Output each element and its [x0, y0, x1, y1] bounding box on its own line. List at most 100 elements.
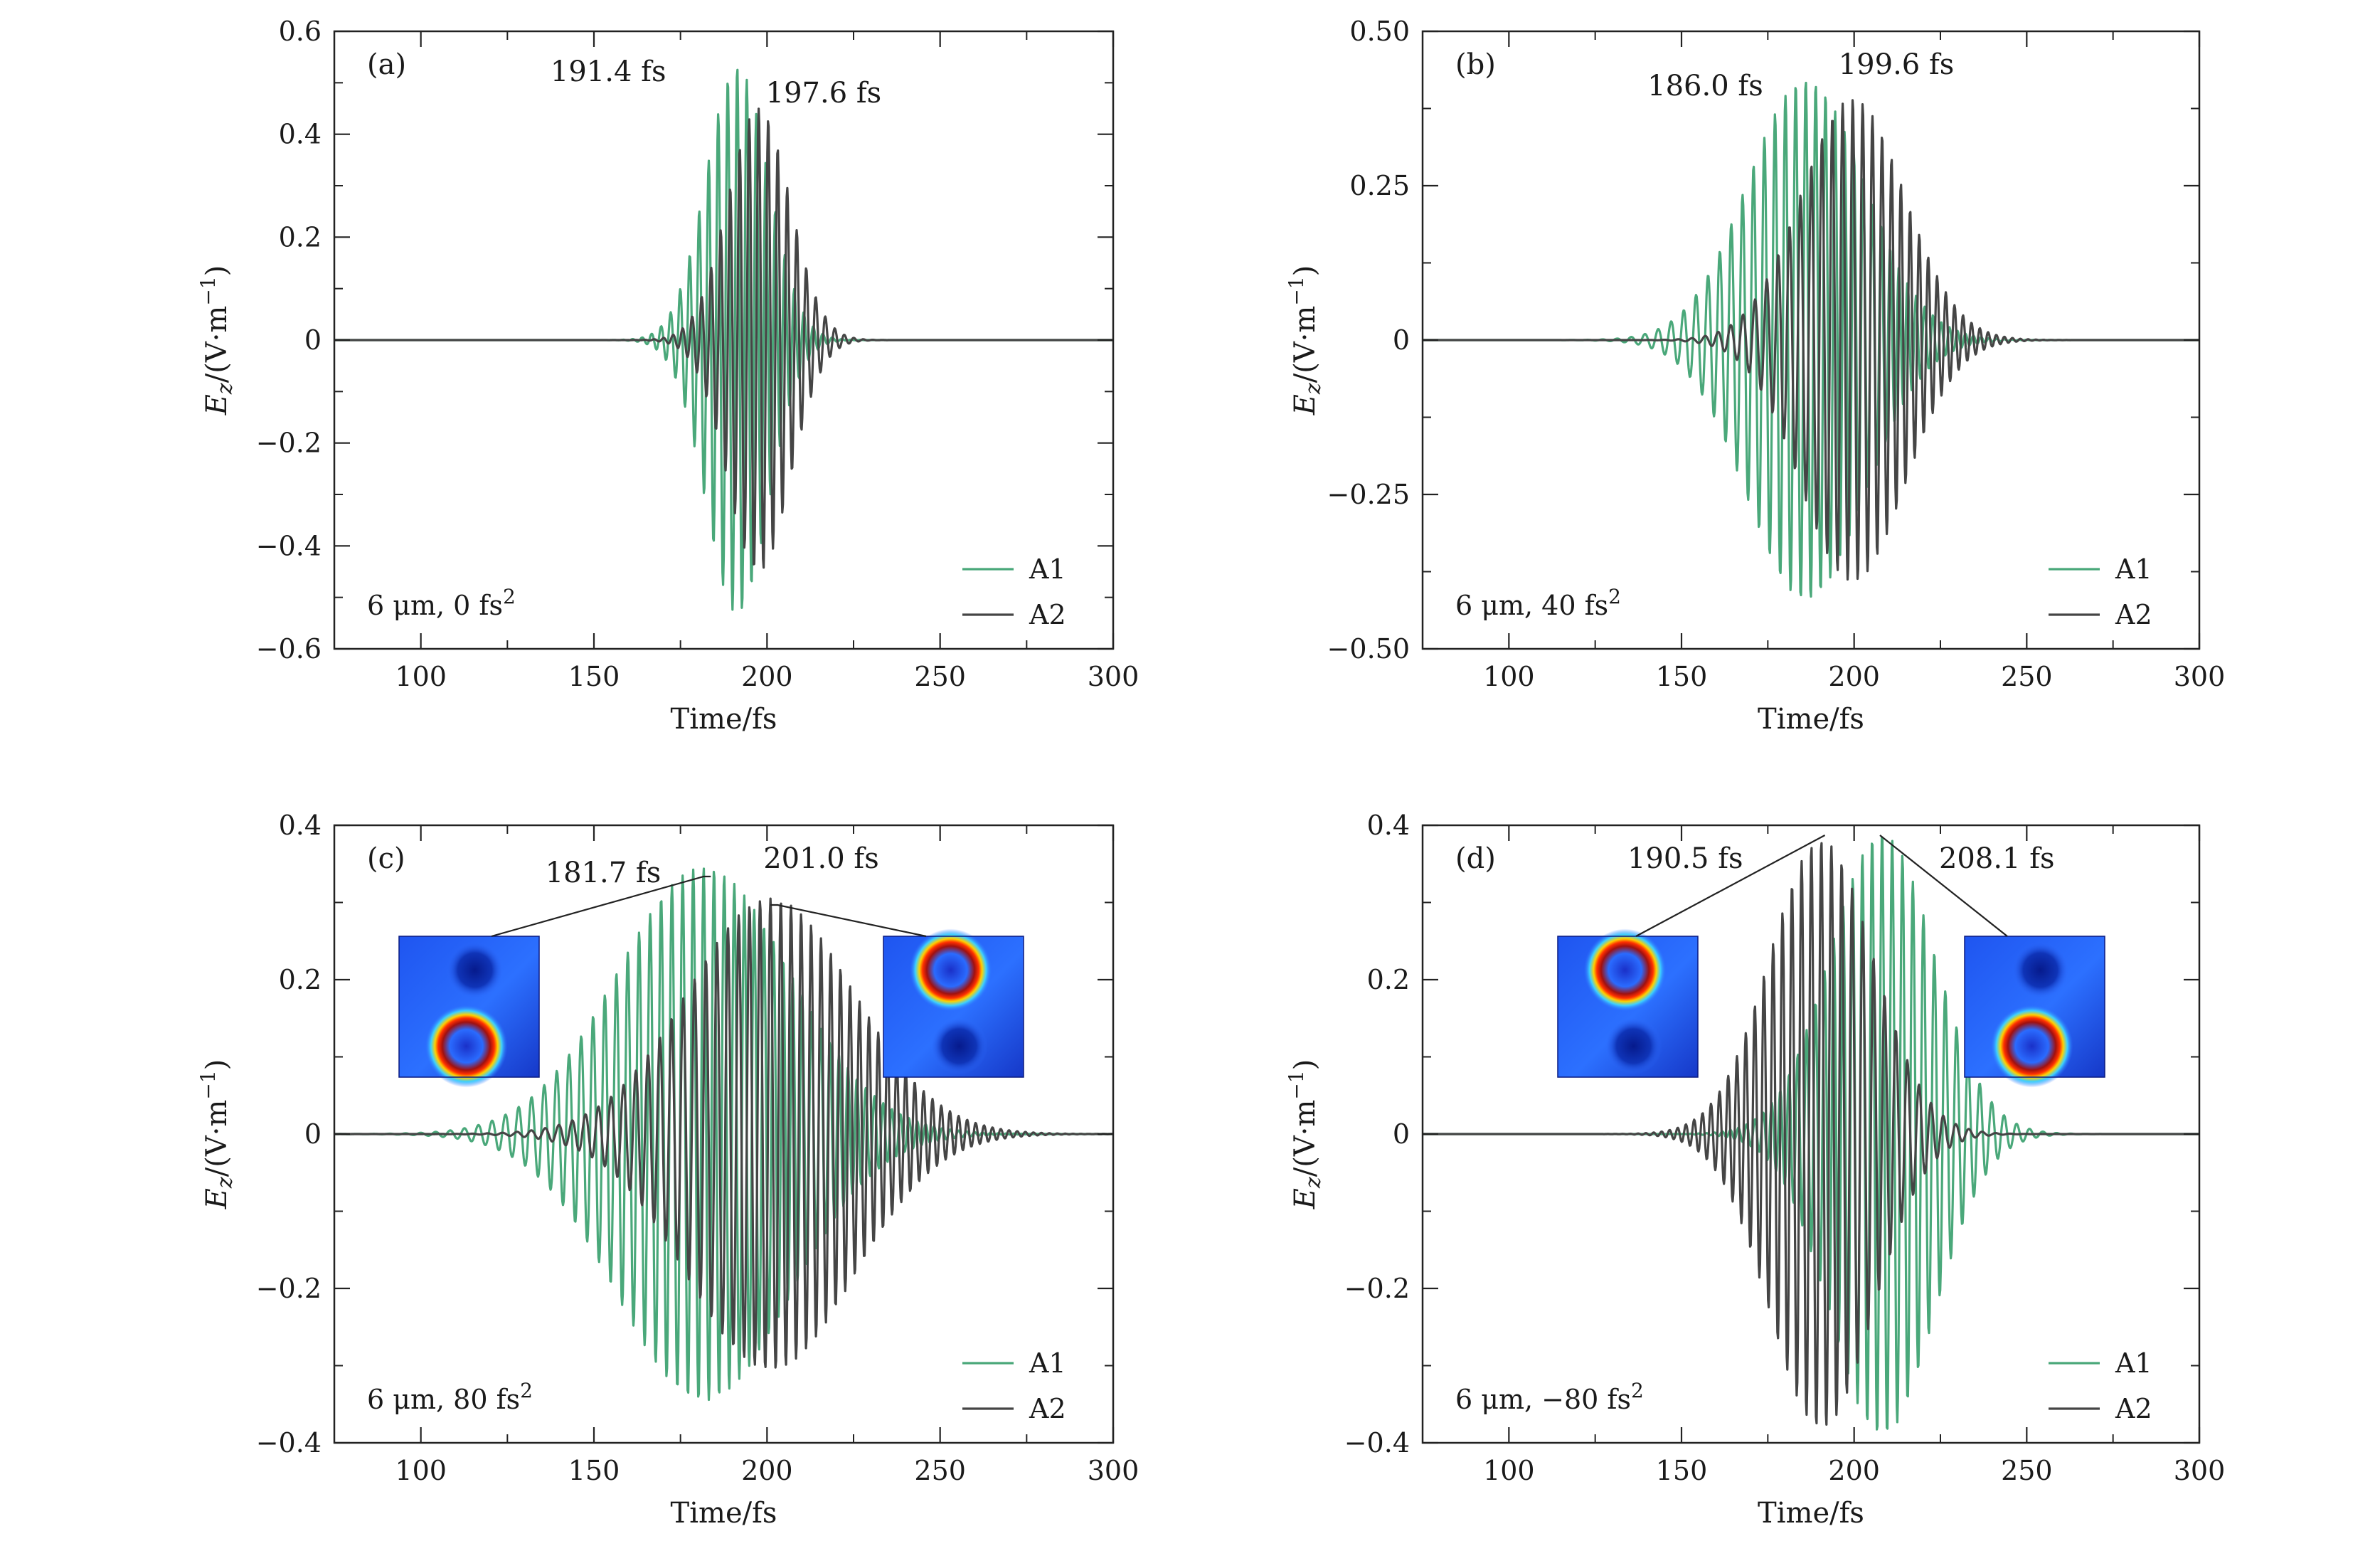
y-tick-label: −0.4: [256, 530, 322, 561]
x-axis-title: Time/fs: [1758, 703, 1864, 736]
legend-label-A1: A1: [1029, 554, 1066, 585]
leader-line: [770, 904, 927, 938]
chart-panel-d: 100 150 200 250 300 −0.4 −0.2 0 0.2 0.4 Time/fs Ez/…: [1285, 810, 2225, 1530]
legend-label-A2: A2: [2115, 599, 2152, 630]
x-tick-label: 100: [395, 1455, 447, 1486]
chart-panel-a: 100 150 200 250 300 −0.6 −0.4 −0.2 0 0.2 0.4 0.6 Tim…: [196, 16, 1139, 736]
condition-label: 6 μm, 40 fs2: [1455, 585, 1621, 621]
panel-label: (d): [1455, 842, 1496, 875]
y-tick-label: −0.2: [256, 1273, 322, 1304]
y-axis-title-sub: z: [1301, 383, 1326, 395]
peak-annotation: 186.0 fs: [1647, 70, 1763, 102]
panel-label: (c): [367, 842, 405, 875]
condition-text: 6 μm, 0 fs: [367, 590, 503, 621]
condition-sup: 2: [520, 1379, 533, 1402]
y-tick-label: 0.2: [1367, 964, 1410, 995]
peak-annotation: 190.5 fs: [1627, 842, 1743, 875]
series-line-A2: [1422, 842, 2199, 1426]
x-tick-label: 200: [741, 1455, 793, 1486]
condition-sup: 2: [1608, 585, 1621, 608]
y-tick-label: 0: [1393, 1118, 1410, 1150]
x-axis-title: Time/fs: [671, 703, 777, 736]
y-axis-title-main: E: [1289, 1188, 1322, 1209]
y-axis-title: Ez/(V·m−1): [196, 1059, 238, 1210]
y-tick-label: 0.2: [279, 221, 322, 253]
legend-label-A2: A2: [1029, 599, 1066, 630]
leader-line: [491, 875, 711, 938]
y-tick-label: −0.25: [1327, 479, 1410, 510]
y-axis-title-main: E: [1289, 394, 1322, 415]
peak-annotation: 201.0 fs: [763, 842, 879, 875]
condition-label: 6 μm, 80 fs2: [367, 1379, 533, 1415]
x-tick-label: 300: [1088, 661, 1139, 692]
y-axis-title: Ez/(V·m−1): [196, 265, 238, 416]
condition-sup: 2: [503, 585, 516, 608]
y-tick-label: −0.2: [256, 428, 322, 459]
y-tick-label: 0.50: [1349, 16, 1410, 47]
y-tick-label: 0.6: [279, 16, 322, 47]
hot-spot: [909, 928, 992, 1012]
x-tick-label: 300: [1088, 1455, 1139, 1486]
x-tick-label: 100: [395, 661, 447, 692]
series-line-A2: [334, 107, 1113, 569]
y-tick-label: 0.4: [279, 810, 322, 841]
x-tick-label: 150: [568, 1455, 620, 1486]
inset-border: [1557, 936, 1699, 1078]
y-tick-label: 0.4: [1367, 810, 1410, 841]
y-axis-title-close: ): [201, 265, 233, 277]
hot-spot: [425, 1005, 508, 1088]
panel-label: (b): [1455, 48, 1496, 81]
legend-label-A2: A2: [2115, 1393, 2152, 1424]
peak-annotation: 181.7 fs: [546, 857, 662, 889]
condition-sup: 2: [1631, 1379, 1644, 1402]
x-tick-label: 200: [741, 661, 793, 692]
x-tick-label: 250: [2001, 1455, 2053, 1486]
y-tick-label: −0.4: [256, 1427, 322, 1458]
y-axis-title-close: ): [201, 1059, 233, 1071]
y-axis-title-sup: −1: [196, 1070, 220, 1099]
condition-text: 6 μm, −80 fs: [1455, 1384, 1631, 1415]
y-tick-label: 0.25: [1349, 170, 1410, 201]
chart-panel-c: 100 150 200 250 300 −0.4 −0.2 0 0.2 0.4 Time/fs Ez/…: [196, 810, 1139, 1530]
leader-line: [1635, 835, 1826, 937]
y-axis-title-sub: z: [213, 383, 238, 395]
condition-label: 6 μm, −80 fs2: [1455, 1379, 1644, 1415]
y-tick-label: −0.6: [256, 633, 322, 664]
y-tick-label: 0.4: [279, 119, 322, 150]
field-inset-image: [1964, 936, 2105, 1088]
cold-spot: [2012, 941, 2069, 999]
condition-label: 6 μm, 0 fs2: [367, 585, 516, 621]
hot-spot: [1583, 928, 1667, 1012]
peak-annotation: 197.6 fs: [766, 77, 882, 110]
legend-label-A1: A1: [2115, 1347, 2152, 1379]
peak-annotation: 199.6 fs: [1839, 48, 1955, 81]
field-inset-image: [398, 936, 540, 1088]
cold-spot: [930, 1017, 988, 1075]
y-tick-label: 0: [1393, 324, 1410, 356]
y-axis-title-unit: /(V·m: [1289, 306, 1322, 383]
peak-annotation: 191.4 fs: [551, 55, 666, 88]
x-tick-label: 150: [568, 661, 620, 692]
x-tick-label: 200: [1828, 1455, 1880, 1486]
condition-text: 6 μm, 80 fs: [367, 1384, 520, 1415]
y-axis-title-main: E: [201, 394, 233, 415]
x-axis-title: Time/fs: [1758, 1497, 1864, 1530]
condition-text: 6 μm, 40 fs: [1455, 590, 1608, 621]
x-tick-label: 100: [1483, 661, 1535, 692]
series-line-A2: [1422, 99, 2199, 581]
y-axis-title-unit: /(V·m: [201, 306, 233, 383]
inset-border: [1964, 936, 2105, 1078]
y-tick-label: −0.2: [1344, 1273, 1410, 1304]
y-tick-label: 0: [304, 1118, 322, 1150]
y-axis-title-main: E: [201, 1188, 233, 1209]
inset-border: [398, 936, 540, 1078]
x-tick-label: 250: [914, 1455, 966, 1486]
y-axis-title-unit: /(V·m: [1289, 1100, 1322, 1177]
leader-line: [1879, 835, 2008, 937]
panel-label: (a): [367, 48, 406, 81]
y-axis-title-sub: z: [213, 1177, 238, 1189]
x-tick-label: 250: [2001, 661, 2053, 692]
y-axis-title-sup: −1: [1285, 276, 1308, 305]
legend-label-A1: A1: [2115, 554, 2152, 585]
y-axis-title-unit: /(V·m: [201, 1100, 233, 1177]
